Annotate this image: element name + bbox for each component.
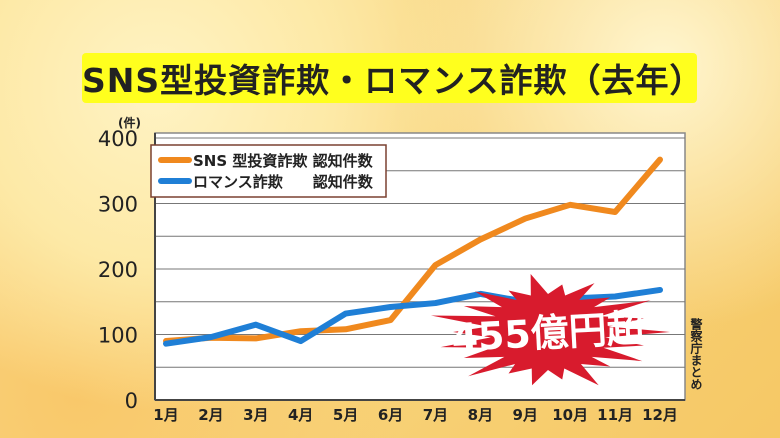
legend-label: SNS 型投資詐欺 認知件数 [193,152,374,170]
x-tick-label: 8月 [468,406,493,424]
x-tick-label: 6月 [378,406,403,424]
y-axis-unit: (件) [118,115,141,130]
x-tick-label: 5月 [333,406,358,424]
y-tick-label: 100 [98,324,138,348]
x-tick-label: 10月 [552,406,588,424]
y-tick-label: 400 [98,127,138,151]
x-tick-label: 7月 [423,406,448,424]
x-tick-label: 9月 [513,406,538,424]
x-tick-label: 11月 [597,406,633,424]
x-tick-label: 4月 [288,406,313,424]
chart-title: SNS型投資詐欺・ロマンス詐欺（去年） [82,53,703,103]
x-tick-label: 1月 [153,406,178,424]
y-tick-label: 300 [98,193,138,217]
series-line-0 [163,156,663,345]
x-tick-label: 3月 [243,406,268,424]
x-tick-label: 2月 [198,406,223,424]
x-tick-label: 12月 [642,406,678,424]
source-note: 警察庁まとめ [689,318,703,390]
legend-label: ロマンス詐欺 認知件数 [193,173,374,191]
y-tick-label: 0 [125,389,138,413]
starburst-badge [430,274,670,386]
legend-box [150,144,387,198]
y-tick-label: 200 [98,258,138,282]
annotation-text: 455億円超 [450,306,646,360]
